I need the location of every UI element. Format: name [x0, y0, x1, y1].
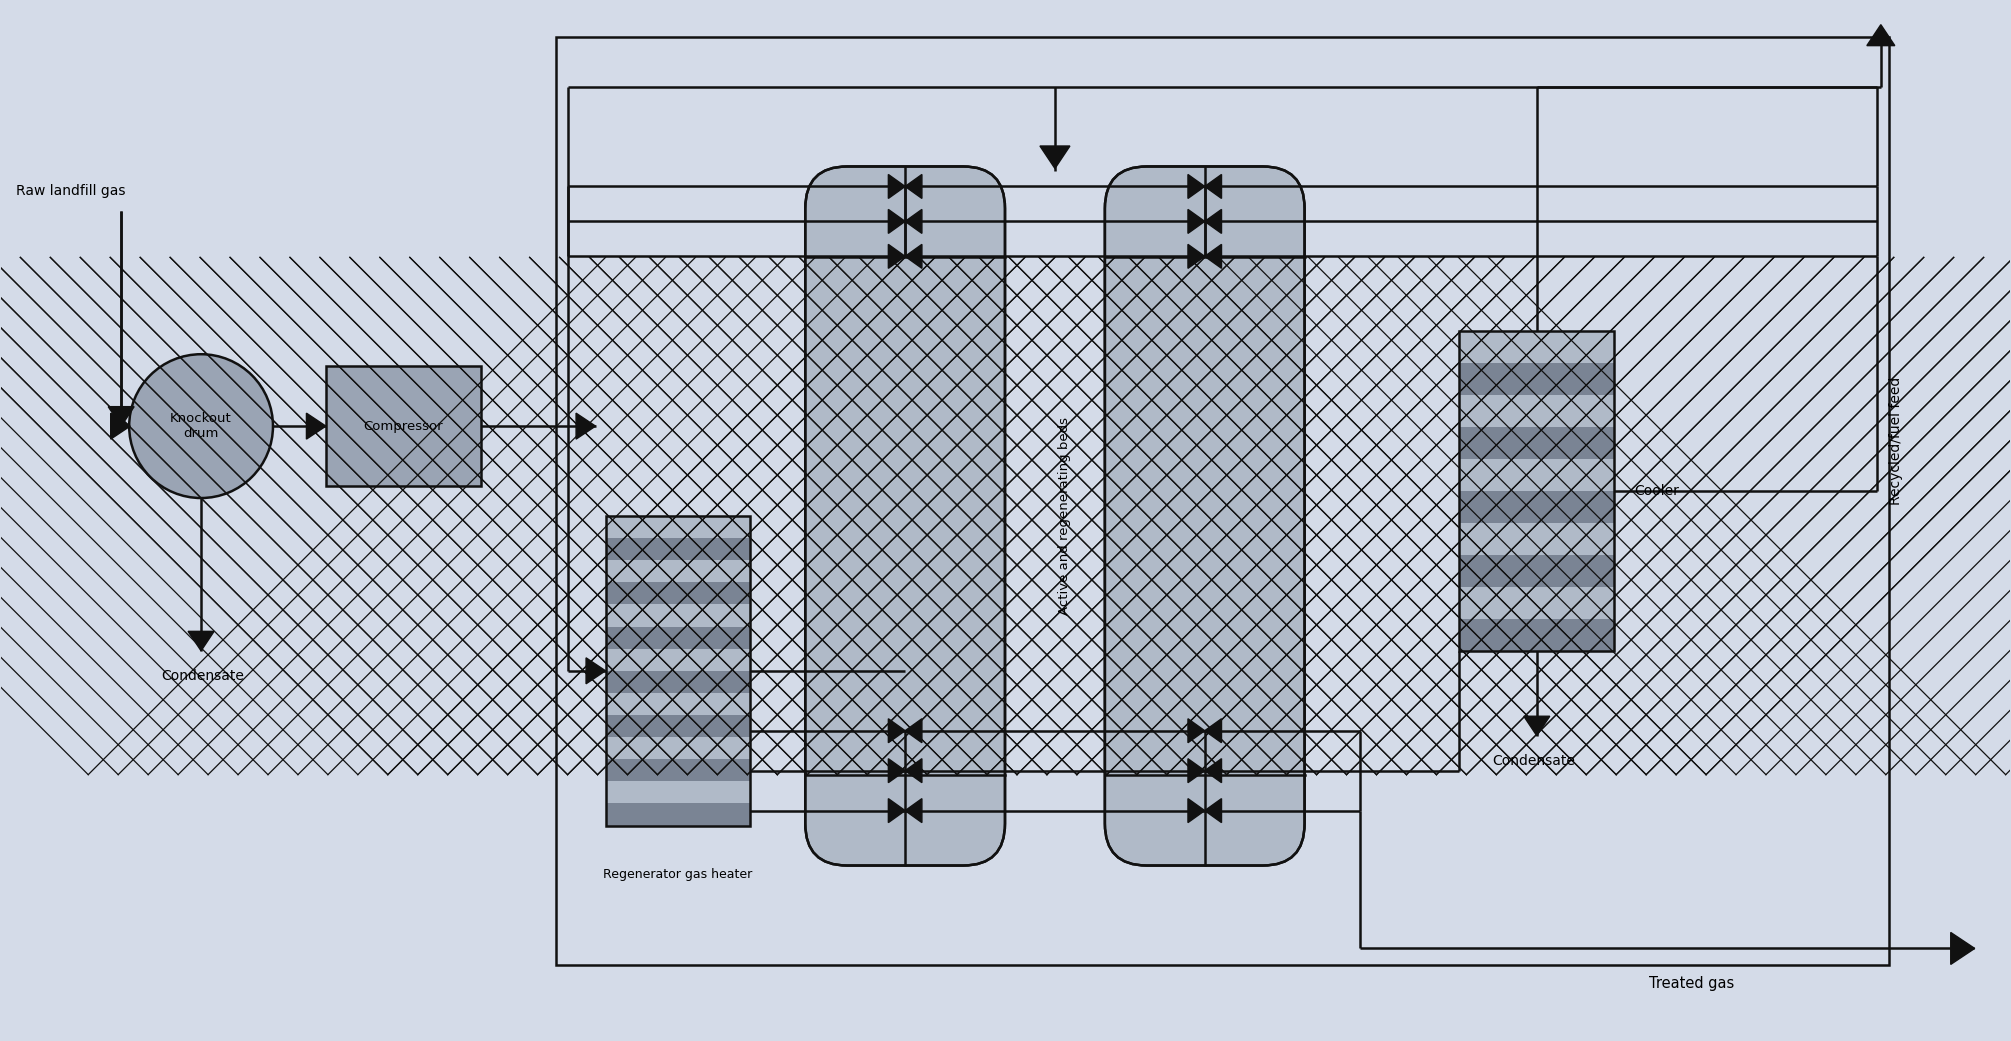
- Polygon shape: [1189, 798, 1205, 822]
- Polygon shape: [575, 413, 595, 439]
- Text: Cooler: Cooler: [1635, 484, 1679, 498]
- Text: Regenerator gas heater: Regenerator gas heater: [603, 867, 752, 881]
- Polygon shape: [905, 245, 921, 269]
- Bar: [605, 715, 750, 737]
- Bar: [1460, 331, 1615, 651]
- Polygon shape: [1205, 718, 1221, 742]
- FancyBboxPatch shape: [804, 167, 1006, 865]
- Polygon shape: [1189, 718, 1205, 742]
- Polygon shape: [905, 718, 921, 742]
- Bar: [1460, 427, 1615, 459]
- Bar: [605, 516, 750, 826]
- Polygon shape: [1951, 933, 1975, 964]
- Polygon shape: [1205, 245, 1221, 269]
- Bar: [1460, 363, 1615, 396]
- Polygon shape: [1866, 25, 1894, 46]
- Polygon shape: [1189, 759, 1205, 783]
- Text: Raw landfill gas: Raw landfill gas: [16, 184, 127, 199]
- Polygon shape: [889, 718, 905, 742]
- Polygon shape: [306, 413, 326, 439]
- Bar: [605, 582, 750, 605]
- Polygon shape: [1205, 175, 1221, 199]
- Polygon shape: [889, 175, 905, 199]
- Bar: [605, 516, 750, 826]
- Bar: [326, 366, 481, 486]
- Text: Condensate: Condensate: [161, 668, 243, 683]
- Polygon shape: [1040, 146, 1070, 169]
- Bar: [1460, 491, 1615, 523]
- Bar: [605, 538, 750, 560]
- Bar: [1460, 555, 1615, 587]
- FancyBboxPatch shape: [1104, 167, 1305, 865]
- Polygon shape: [905, 759, 921, 783]
- Text: Active and regenerating beds: Active and regenerating beds: [1058, 417, 1072, 615]
- Polygon shape: [889, 209, 905, 233]
- Polygon shape: [1189, 175, 1205, 199]
- Text: Treated gas: Treated gas: [1649, 975, 1733, 991]
- Polygon shape: [1205, 209, 1221, 233]
- Bar: [605, 759, 750, 782]
- Bar: [1460, 331, 1615, 651]
- Polygon shape: [585, 658, 605, 684]
- Polygon shape: [111, 413, 131, 439]
- Text: Recycled/fuel feed: Recycled/fuel feed: [1888, 377, 1902, 505]
- Polygon shape: [889, 245, 905, 269]
- Polygon shape: [189, 631, 213, 651]
- Text: Compressor: Compressor: [364, 420, 442, 433]
- Polygon shape: [1205, 798, 1221, 822]
- Polygon shape: [889, 759, 905, 783]
- Bar: [555, 36, 1888, 965]
- Bar: [1460, 618, 1615, 651]
- Bar: [605, 627, 750, 649]
- Polygon shape: [109, 407, 135, 426]
- Polygon shape: [905, 175, 921, 199]
- Polygon shape: [905, 798, 921, 822]
- Bar: [605, 804, 750, 826]
- Polygon shape: [1189, 245, 1205, 269]
- Polygon shape: [1189, 209, 1205, 233]
- Text: Knockout
drum: Knockout drum: [171, 412, 231, 440]
- Polygon shape: [905, 209, 921, 233]
- Text: Condensate: Condensate: [1492, 754, 1575, 767]
- Polygon shape: [1205, 759, 1221, 783]
- Polygon shape: [1524, 716, 1550, 736]
- Bar: [605, 670, 750, 693]
- Circle shape: [129, 354, 273, 498]
- Polygon shape: [889, 798, 905, 822]
